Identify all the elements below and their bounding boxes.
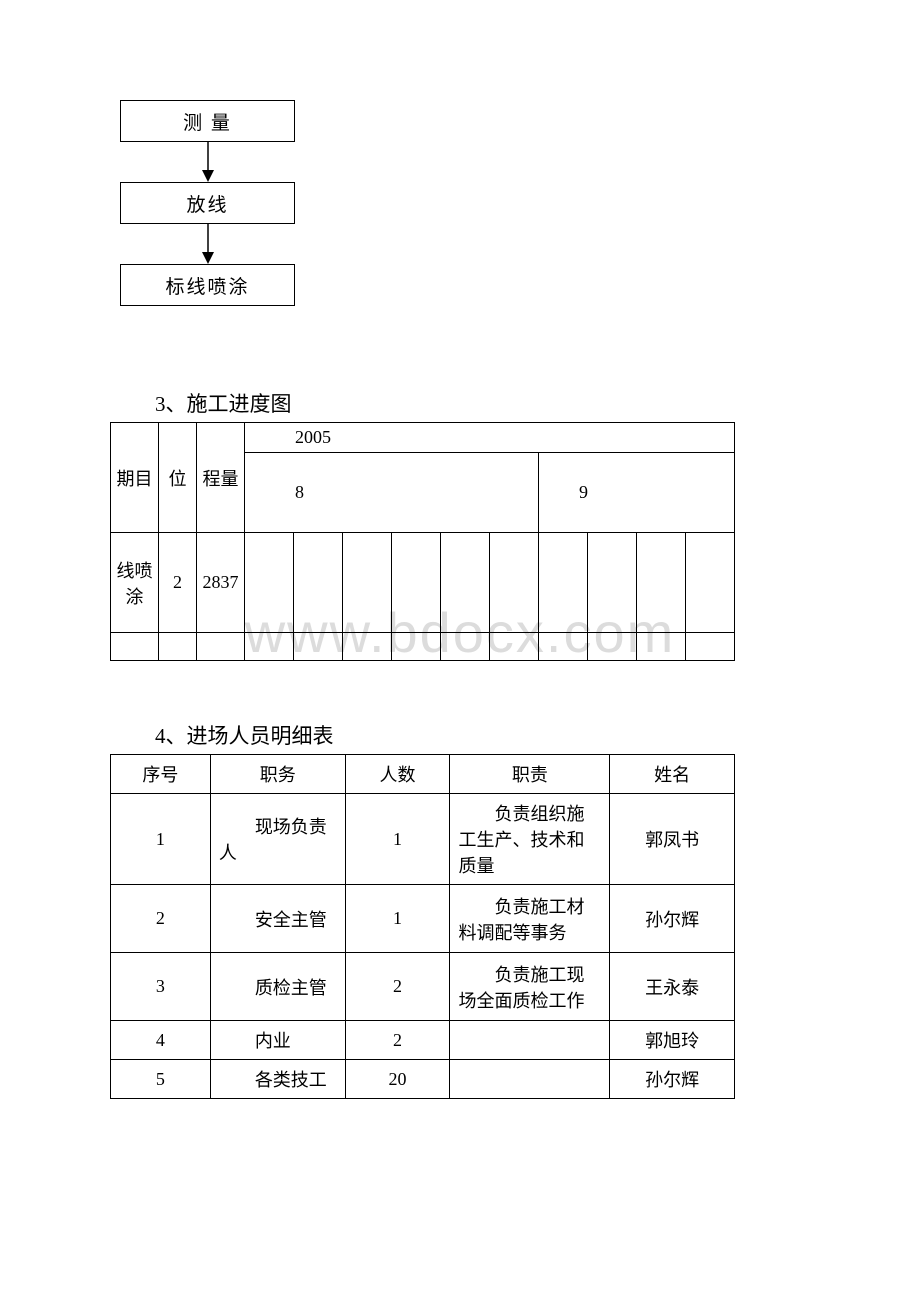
gantt-cell (392, 533, 441, 633)
section-heading-schedule: 3、施工进度图 (155, 388, 292, 418)
schedule-month-9: 9 (539, 453, 735, 533)
personnel-count: 2 (345, 1021, 450, 1060)
flow-node-label: 标线喷涂 (165, 272, 249, 299)
personnel-duty: 负责施工材料调配等事务 (450, 885, 610, 953)
gantt-cell (686, 533, 735, 633)
schedule-header-unit: 位 (159, 423, 197, 533)
personnel-role: 质检主管 (210, 953, 345, 1021)
table-row: 2 安全主管 1 负责施工材料调配等事务 孙尔辉 (111, 885, 735, 953)
personnel-no: 2 (111, 885, 211, 953)
gantt-cell (245, 633, 294, 661)
arrow-down-icon (198, 224, 218, 264)
personnel-header-role: 职务 (210, 755, 345, 794)
schedule-month-8: 8 (245, 453, 539, 533)
schedule-table: 期目 位 程量 2005 8 9 线喷涂 2 2837 (110, 422, 735, 661)
personnel-no: 5 (111, 1060, 211, 1099)
personnel-duty: 负责施工现场全面质检工作 (450, 953, 610, 1021)
gantt-cell (343, 533, 392, 633)
flow-node-label: 放线 (186, 190, 228, 217)
gantt-cell (637, 633, 686, 661)
arrow-down-icon (198, 142, 218, 182)
personnel-name: 孙尔辉 (610, 1060, 735, 1099)
personnel-role: 安全主管 (210, 885, 345, 953)
personnel-count: 20 (345, 1060, 450, 1099)
personnel-name: 王永泰 (610, 953, 735, 1021)
personnel-duty: 负责组织施工生产、技术和质量 (450, 794, 610, 885)
personnel-count: 1 (345, 794, 450, 885)
personnel-header-duty: 职责 (450, 755, 610, 794)
gantt-cell (245, 533, 294, 633)
personnel-duty (450, 1021, 610, 1060)
personnel-no: 1 (111, 794, 211, 885)
personnel-name: 孙尔辉 (610, 885, 735, 953)
gantt-cell (343, 633, 392, 661)
gantt-cell (588, 633, 637, 661)
personnel-header-no: 序号 (111, 755, 211, 794)
gantt-cell (441, 633, 490, 661)
personnel-count: 2 (345, 953, 450, 1021)
personnel-header-count: 人数 (345, 755, 450, 794)
schedule-empty (159, 633, 197, 661)
personnel-name: 郭旭玲 (610, 1021, 735, 1060)
gantt-cell (392, 633, 441, 661)
gantt-cell (539, 533, 588, 633)
personnel-no: 3 (111, 953, 211, 1021)
personnel-header-name: 姓名 (610, 755, 735, 794)
schedule-item-qty: 2837 (197, 533, 245, 633)
personnel-table: 序号 职务 人数 职责 姓名 1 现场负责人 1 负责组织施工生产、技术和质量 … (110, 754, 735, 1099)
gantt-cell (588, 533, 637, 633)
personnel-no: 4 (111, 1021, 211, 1060)
table-row: 线喷涂 2 2837 (111, 533, 735, 633)
table-row: 期目 位 程量 2005 (111, 423, 735, 453)
schedule-empty (197, 633, 245, 661)
gantt-cell (294, 633, 343, 661)
flow-node-spray: 标线喷涂 (120, 264, 295, 306)
flow-node-label: 测 量 (183, 108, 232, 135)
schedule-header-item: 期目 (111, 423, 159, 533)
gantt-cell (490, 633, 539, 661)
schedule-empty (111, 633, 159, 661)
flow-arrow (120, 142, 295, 182)
personnel-name: 郭凤书 (610, 794, 735, 885)
table-row: 4 内业 2 郭旭玲 (111, 1021, 735, 1060)
section-heading-personnel: 4、进场人员明细表 (155, 720, 334, 750)
gantt-cell (294, 533, 343, 633)
flow-node-layout: 放线 (120, 182, 295, 224)
gantt-cell (490, 533, 539, 633)
personnel-count: 1 (345, 885, 450, 953)
personnel-role: 现场负责人 (210, 794, 345, 885)
gantt-cell (686, 633, 735, 661)
table-row: 3 质检主管 2 负责施工现场全面质检工作 王永泰 (111, 953, 735, 1021)
personnel-role: 内业 (210, 1021, 345, 1060)
table-row (111, 633, 735, 661)
gantt-cell (441, 533, 490, 633)
table-row: 5 各类技工 20 孙尔辉 (111, 1060, 735, 1099)
flow-node-measure: 测 量 (120, 100, 295, 142)
schedule-item-name: 线喷涂 (111, 533, 159, 633)
personnel-role: 各类技工 (210, 1060, 345, 1099)
table-header-row: 序号 职务 人数 职责 姓名 (111, 755, 735, 794)
schedule-year: 2005 (245, 423, 735, 453)
personnel-duty (450, 1060, 610, 1099)
gantt-cell (637, 533, 686, 633)
flow-arrow (120, 224, 295, 264)
flowchart: 测 量 放线 标线喷涂 (120, 100, 295, 306)
table-row: 1 现场负责人 1 负责组织施工生产、技术和质量 郭凤书 (111, 794, 735, 885)
schedule-header-qty: 程量 (197, 423, 245, 533)
schedule-item-unit: 2 (159, 533, 197, 633)
gantt-cell (539, 633, 588, 661)
